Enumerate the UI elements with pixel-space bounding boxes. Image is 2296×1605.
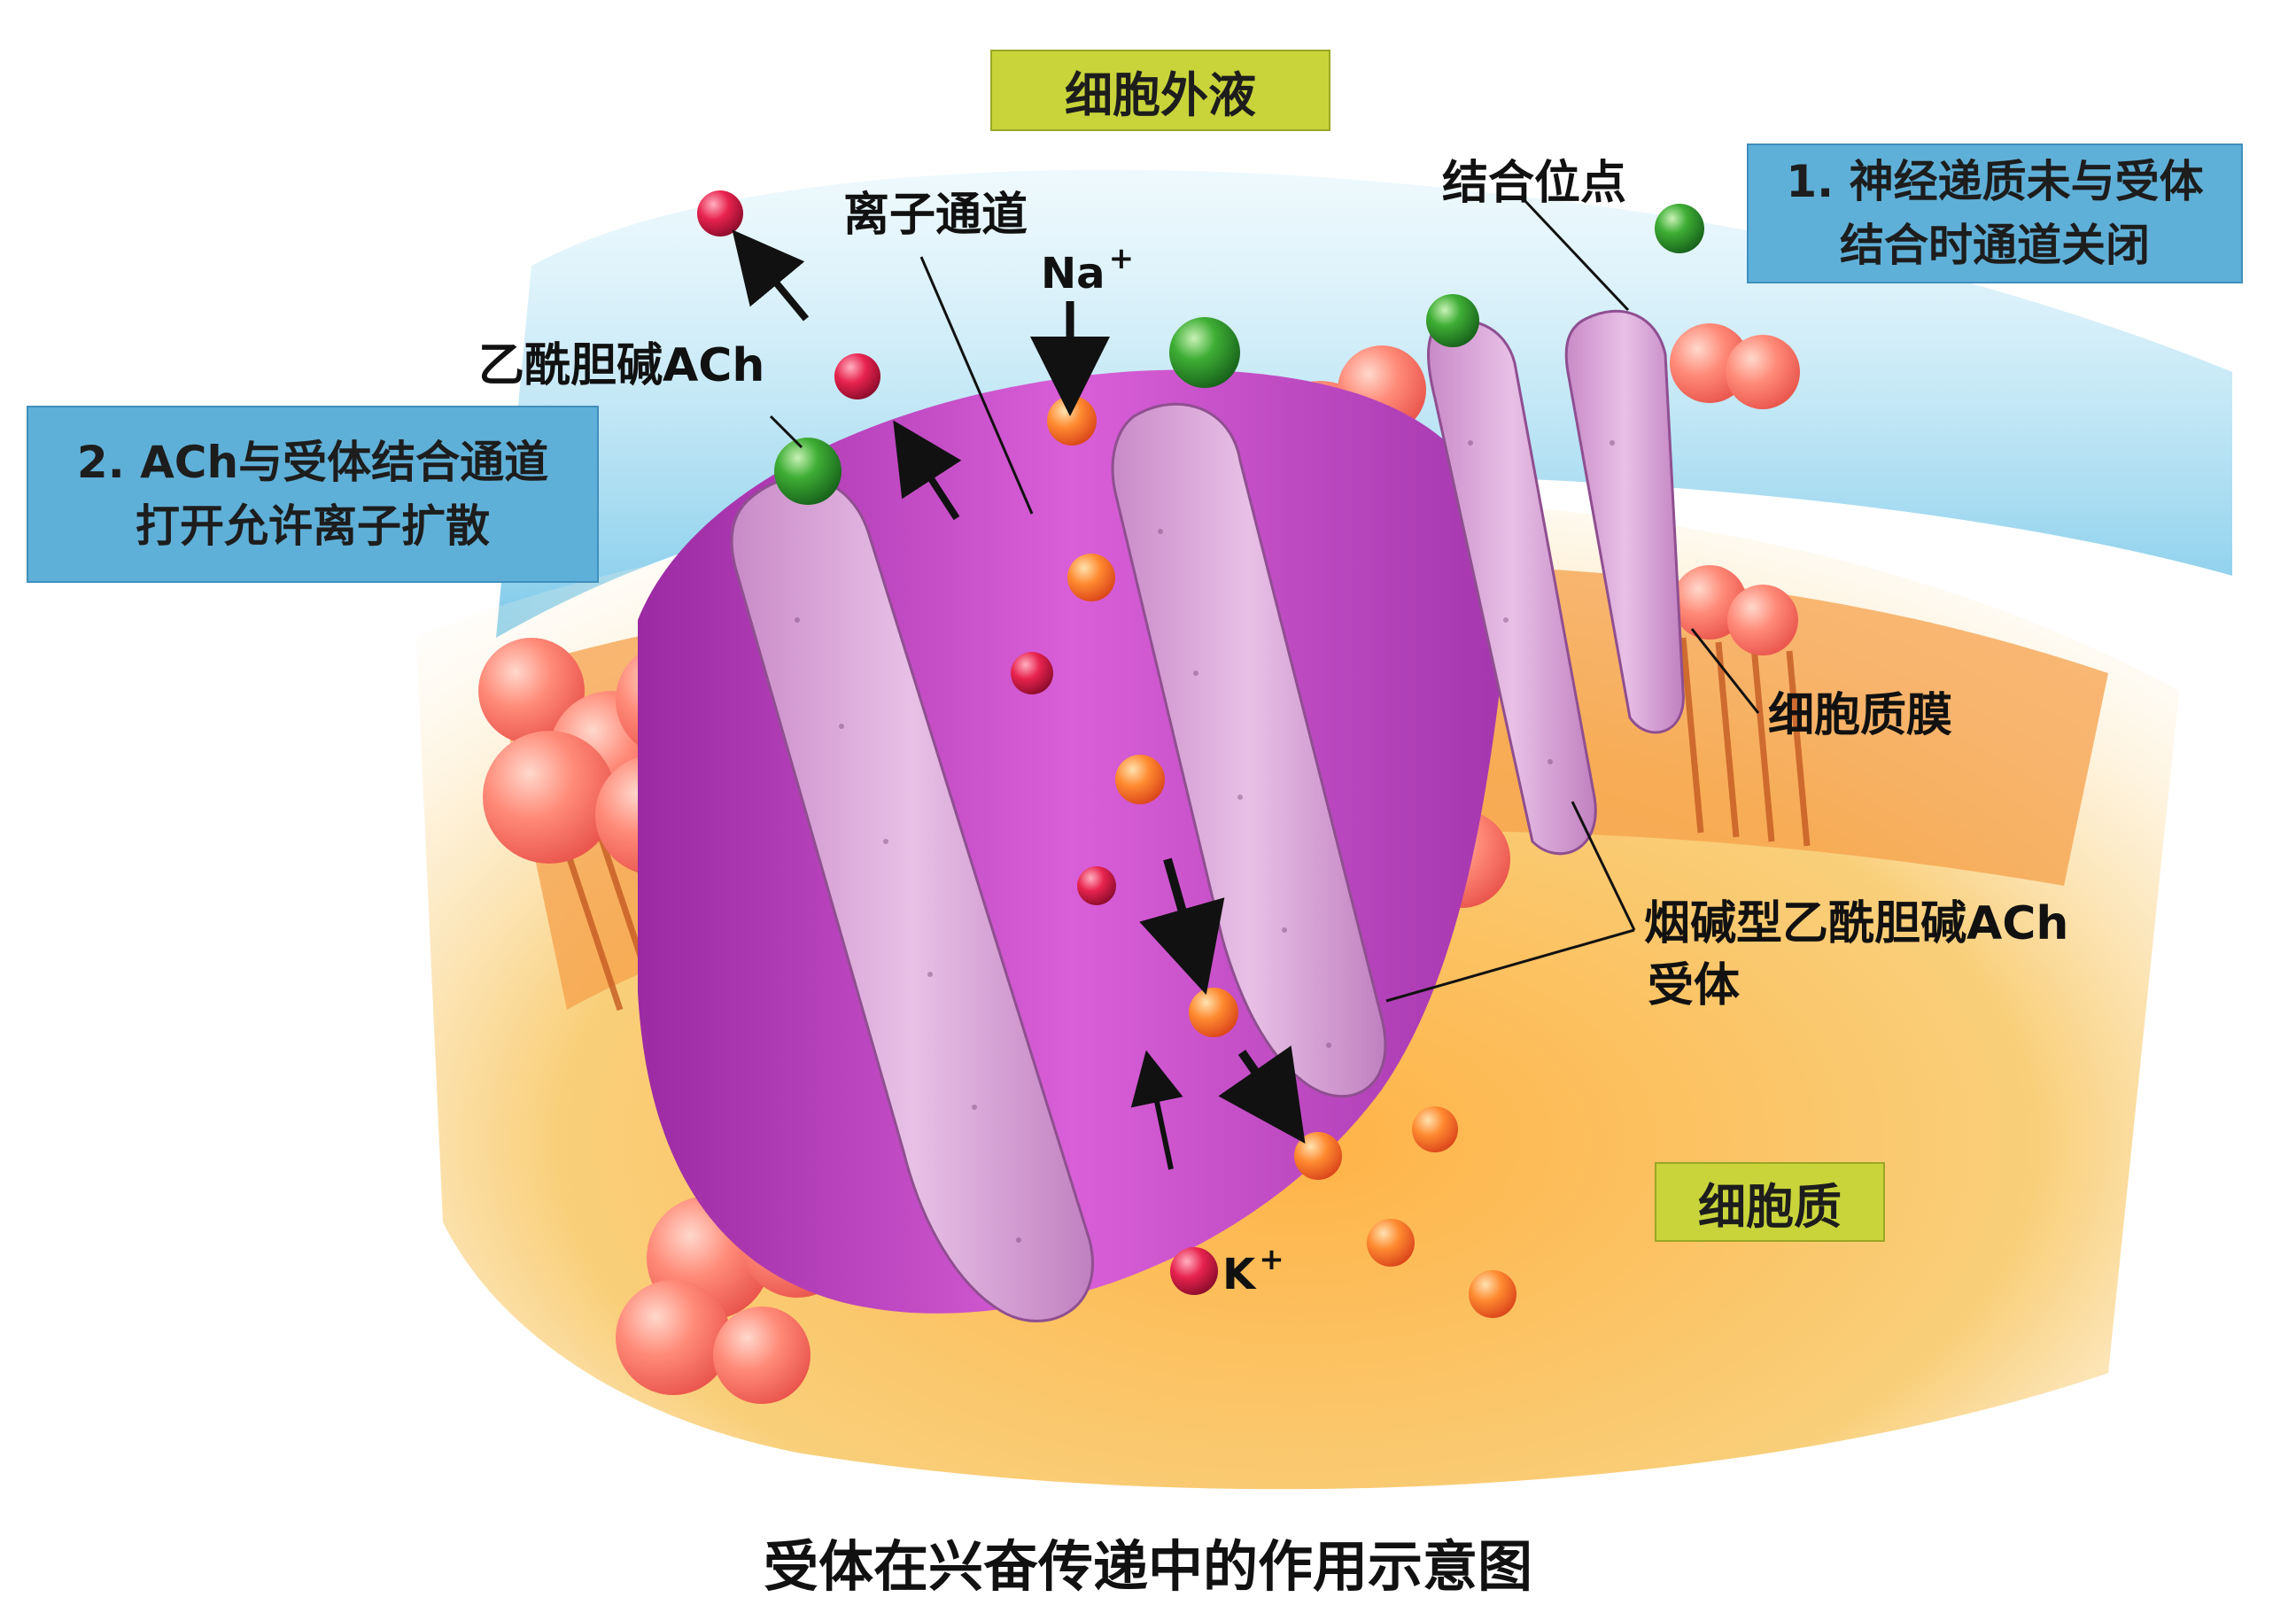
k-up-arrow-top xyxy=(893,420,962,521)
extracellular-label: 细胞外液 xyxy=(990,50,1330,131)
ion-flow-arrows xyxy=(732,229,1306,1170)
step1-note-line2: 结合时通道关闭 xyxy=(1840,220,2150,271)
receptor-subunits xyxy=(730,309,1685,1322)
cytoplasm-label-text: 细胞质 xyxy=(1698,1178,1842,1235)
ach-free xyxy=(1655,204,1704,253)
leader-lines xyxy=(769,198,1760,1003)
receptor-leader-2 xyxy=(1385,928,1635,1003)
ach-bound-left xyxy=(774,438,842,505)
membrane-leader xyxy=(1690,628,1760,714)
ach-bound-center xyxy=(1169,317,1240,388)
k-ion-charge: + xyxy=(1259,1242,1284,1277)
binding-site-label: 结合位点 xyxy=(1442,157,1627,210)
na-down-arrow xyxy=(1139,857,1225,996)
step2-note-line2: 打开允许离子扩散 xyxy=(136,500,490,552)
step1-note-line1: 1. 神经递质未与受体 xyxy=(1786,155,2204,207)
k-ion-label: K + xyxy=(1222,1242,1284,1299)
plasma-membrane-label: 细胞质膜 xyxy=(1768,689,1953,742)
step1-note: 1. 神经递质未与受体 结合时通道关闭 xyxy=(1747,143,2243,283)
ion-channel-leader xyxy=(919,256,1034,515)
na-ion-label: Na + xyxy=(1041,241,1134,299)
step2-note: 2. ACh与受体结合通道 打开允许离子扩散 xyxy=(27,406,599,583)
ach-bound-right xyxy=(1426,294,1479,347)
na-exit-arrow xyxy=(1218,1045,1306,1144)
step2-note-line1: 2. ACh与受体结合通道 xyxy=(76,436,549,488)
figure-caption: 受体在兴奋传递中的作用示意图 xyxy=(763,1534,1532,1599)
acetylcholine-label: 乙酰胆碱ACh xyxy=(478,339,765,392)
ion-channel-label: 离子通道 xyxy=(843,189,1028,242)
cytoplasm-label: 细胞质 xyxy=(1655,1162,1885,1242)
binding-site-leader xyxy=(1522,198,1630,312)
acetylcholine-molecules xyxy=(774,204,1704,505)
k-exit-arrow xyxy=(732,229,810,322)
k-up-arrow-bottom xyxy=(1130,1050,1183,1170)
receptor-speckles xyxy=(795,440,1615,1243)
receptor-leader xyxy=(1571,801,1636,931)
na-ion-symbol: Na xyxy=(1041,249,1105,299)
extracellular-label-text: 细胞外液 xyxy=(1065,66,1256,123)
k-ions xyxy=(697,190,1218,1295)
ach-leader xyxy=(769,415,803,449)
receptor-label-line2: 受体 xyxy=(1648,959,1741,1012)
na-ion-charge: + xyxy=(1108,241,1135,276)
receptor-label-line1: 烟碱型乙酰胆碱ACh xyxy=(1644,897,2069,950)
k-ion-symbol: K xyxy=(1222,1250,1256,1299)
